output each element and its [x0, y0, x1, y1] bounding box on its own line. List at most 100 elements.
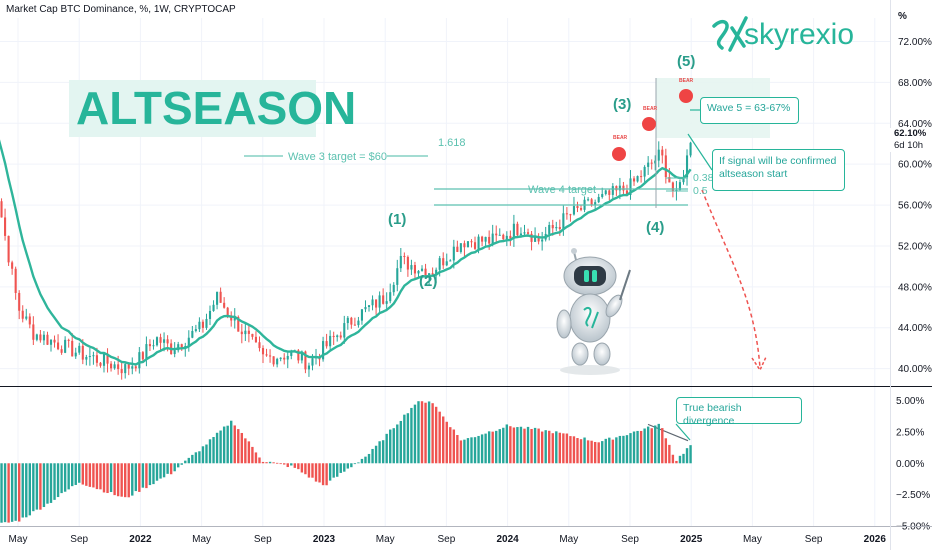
candle-body	[113, 364, 116, 369]
time-tick-label: Sep	[438, 534, 456, 545]
histogram-bar	[28, 463, 32, 516]
histogram-bar	[632, 431, 636, 464]
candle-body	[163, 339, 166, 343]
candle-body	[572, 206, 576, 215]
candle-body	[290, 350, 293, 356]
histogram-bar	[215, 432, 219, 464]
histogram-bar	[618, 435, 622, 464]
time-tick-label: 2022	[129, 534, 152, 545]
price-tick-label: 68.00%	[898, 78, 932, 89]
candle-body	[519, 233, 523, 236]
wave-label-2: (2)	[419, 273, 438, 290]
candle-body	[265, 354, 268, 356]
histogram-bar	[654, 425, 657, 464]
histogram-bar	[487, 431, 491, 464]
time-tick-label: May	[376, 534, 395, 545]
histogram-bar	[343, 463, 346, 472]
histogram-bar	[46, 463, 49, 504]
candle-body	[512, 223, 515, 239]
candle-body	[247, 330, 250, 334]
candle-body	[516, 223, 519, 236]
histogram-bar	[169, 463, 173, 475]
histogram-bar	[442, 416, 445, 464]
histogram-bar	[364, 456, 367, 464]
candle-body	[148, 344, 151, 347]
histogram-bar	[434, 406, 438, 464]
histogram-bar	[498, 429, 501, 464]
candle-body	[57, 342, 60, 350]
histogram-bar	[685, 448, 689, 464]
price-tick-label: 72.00%	[898, 37, 932, 48]
candle-body	[180, 344, 183, 348]
histogram-bar	[208, 439, 212, 464]
histogram-bar	[565, 433, 569, 464]
histogram-bar	[519, 426, 523, 464]
candle-body	[283, 357, 286, 360]
oscillator-tick-label: 0.00%	[896, 459, 924, 470]
candle-body	[155, 337, 159, 346]
candle-body	[371, 299, 374, 306]
candle-body	[622, 185, 625, 191]
histogram-bar	[576, 438, 579, 464]
histogram-bar	[205, 444, 208, 464]
candle-body	[449, 260, 452, 262]
histogram-bar	[42, 463, 46, 508]
histogram-bar	[381, 440, 385, 464]
candle-body	[99, 362, 102, 366]
histogram-bar	[449, 427, 452, 464]
candle-body	[565, 213, 568, 215]
forecast-arrow	[701, 189, 761, 369]
candle-body	[53, 339, 56, 343]
candle-body	[445, 261, 448, 266]
histogram-bar	[339, 463, 342, 473]
price-tick-label: 56.00%	[898, 201, 932, 212]
histogram-bar	[10, 463, 14, 522]
candle-body	[378, 295, 381, 308]
candle-body	[466, 241, 470, 248]
candle-body	[350, 317, 353, 325]
histogram-bar	[661, 428, 664, 464]
histogram-bar	[311, 463, 314, 478]
histogram-bar	[678, 455, 682, 464]
histogram-bar	[671, 454, 675, 464]
histogram-bar	[502, 427, 505, 464]
candle-body	[92, 355, 95, 357]
histogram-bar	[466, 438, 470, 464]
candle-body	[244, 330, 247, 335]
histogram-bar	[509, 426, 512, 464]
histogram-bar	[336, 463, 339, 477]
candle-body	[664, 155, 667, 178]
candle-body	[385, 301, 388, 304]
candle-body	[523, 232, 526, 234]
wave4-target-label: Wave 4 target	[528, 184, 597, 196]
candle-body	[261, 348, 265, 355]
candle-body	[668, 177, 671, 183]
candle-body	[205, 318, 208, 328]
histogram-bar	[643, 428, 646, 464]
candle-body	[32, 324, 35, 340]
candle-body	[657, 149, 660, 161]
candle-body	[495, 233, 498, 236]
candle-body	[141, 352, 144, 360]
wave-label-3: (3)	[613, 96, 632, 113]
histogram-bar	[304, 463, 307, 475]
histogram-bar	[445, 421, 448, 464]
candle-body	[481, 236, 484, 242]
bear-signal-dot	[612, 147, 626, 161]
histogram-bar	[452, 429, 456, 464]
histogram-bar	[657, 423, 660, 464]
histogram-bar	[297, 463, 300, 470]
histogram-bar	[71, 463, 74, 487]
histogram-bar	[470, 437, 473, 464]
histogram-bar	[611, 439, 615, 464]
skyrexio-logo-icon	[712, 16, 748, 52]
histogram-bar	[85, 463, 88, 486]
candle-body	[223, 302, 226, 308]
histogram-bar	[53, 463, 56, 500]
candle-body	[413, 265, 417, 274]
candle-body	[28, 316, 31, 325]
candle-body	[307, 365, 311, 370]
histogram-bar	[427, 401, 431, 464]
candle-body	[375, 299, 378, 308]
